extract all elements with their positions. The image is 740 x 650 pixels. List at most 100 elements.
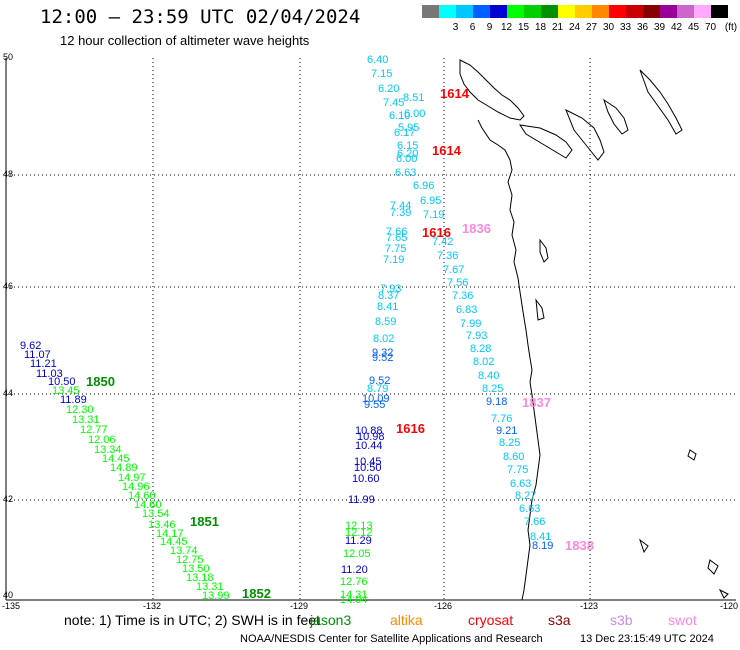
wave-height-value: 8.25 — [482, 383, 504, 395]
wave-height-value: 6.96 — [413, 180, 435, 192]
colorbar-label: 30 — [602, 22, 615, 33]
wave-height-value: 8.40 — [478, 370, 500, 382]
wave-height-value: 13.99 — [202, 590, 230, 602]
colorbar-label: 24 — [568, 22, 581, 33]
wave-height-value: 14.96 — [122, 481, 150, 493]
colorbar-swatch — [541, 5, 558, 18]
map-subtitle: 12 hour collection of altimeter wave hei… — [60, 33, 310, 48]
colorbar-swatch — [575, 5, 592, 18]
lat-tick-48: 48 — [3, 169, 14, 179]
wave-height-value: 13.46 — [148, 519, 176, 531]
wave-height-value: 13.50 — [182, 563, 210, 575]
colorbar-label: 33 — [619, 22, 632, 33]
wave-height-value: 6.00 — [404, 108, 426, 120]
colorbar-label: 45 — [687, 22, 700, 33]
wave-height-value: 11.20 — [341, 564, 368, 576]
wave-height-value: 8.79 — [367, 383, 389, 395]
pass-time-label: 1614 — [440, 86, 469, 101]
generated-timestamp: 13 Dec 23:15:49 UTC 2024 — [580, 633, 714, 645]
colorbar-swatch — [456, 5, 473, 18]
wave-height-value: 10.98 — [357, 431, 385, 443]
wave-height-value: 8.41 — [377, 301, 399, 313]
wave-height-value: 7.66 — [386, 226, 408, 238]
wave-height-value: 6.00 — [396, 153, 418, 165]
wave-height-value: 8.60 — [503, 451, 525, 463]
colorbar-swatch — [643, 5, 660, 18]
wave-height-value: 12.12 — [345, 527, 373, 539]
lon-tick-129: -129 — [290, 601, 309, 611]
wave-height-value: 14.31 — [340, 589, 368, 601]
wave-height-value: 7.67 — [443, 264, 465, 276]
wave-height-value: 7.75 — [385, 243, 407, 255]
colorbar-label: 21 — [551, 22, 564, 33]
colorbar-label: 42 — [670, 22, 683, 33]
wave-height-value: 14.04 — [340, 594, 368, 606]
wave-height-value: 11.29 — [345, 535, 372, 547]
wave-height-value: 11.03 — [36, 368, 63, 380]
wave-height-value: 5.95 — [398, 122, 420, 134]
colorbar-swatch — [422, 5, 439, 18]
wave-height-value: 9.18 — [486, 396, 508, 408]
wave-height-value: 9.52 — [372, 352, 394, 364]
wave-height-value: 9.62 — [20, 340, 42, 352]
wave-height-value: 13.31 — [72, 414, 100, 426]
wave-height-value: 7.42 — [432, 236, 454, 248]
wave-height-value: 7.15 — [371, 68, 393, 80]
pass-time-label: 1836 — [462, 221, 491, 236]
wave-height-value: 8.02 — [473, 356, 495, 368]
wave-height-value: 7.36 — [437, 250, 459, 262]
colorbar-label: 9 — [486, 22, 493, 33]
colorbar-label: 12 — [500, 22, 513, 33]
wave-height-value: 7.44 — [390, 200, 412, 212]
wave-height-value: 6.20 — [378, 83, 400, 95]
wave-height-value: 10.50 — [48, 376, 76, 388]
wave-height-value: 10.60 — [352, 473, 380, 485]
wave-height-value: 7.76 — [491, 413, 513, 425]
colorbar-label: 70 — [704, 22, 717, 33]
colorbar-label: 18 — [534, 22, 547, 33]
wave-height-value: 12.77 — [80, 424, 108, 436]
colorbar-swatch — [660, 5, 677, 18]
colorbar-label: 36 — [636, 22, 649, 33]
wave-height-value: 6.15 — [397, 140, 419, 152]
wave-height-value: 10.44 — [355, 440, 383, 452]
wave-height-value: 12.05 — [343, 548, 371, 560]
wave-height-value: 11.07 — [24, 349, 51, 361]
wave-height-value: 8.59 — [375, 316, 397, 328]
wave-height-value: 8.51 — [403, 92, 425, 104]
pass-time-label: 1614 — [432, 143, 461, 158]
colorbar-swatch — [490, 5, 507, 18]
colorbar-swatch — [609, 5, 626, 18]
wave-height-value: 12.76 — [340, 576, 368, 588]
wave-height-value: 13.54 — [142, 508, 170, 520]
colorbar-unit: (ft) — [724, 22, 738, 33]
satellite-legend-s3a: s3a — [548, 612, 571, 628]
colorbar-swatch — [592, 5, 609, 18]
colorbar-swatch — [677, 5, 694, 18]
lon-tick-135: -135 — [2, 601, 21, 611]
wave-height-value: 8.37 — [378, 290, 400, 302]
wave-height-value: 14.60 — [128, 490, 156, 502]
wave-height-value: 6.40 — [367, 54, 389, 66]
wave-height-value: 14.89 — [110, 462, 138, 474]
wave-height-value: 8.25 — [499, 437, 521, 449]
wave-height-value: 6.95 — [420, 195, 442, 207]
wave-height-value: 7.39 — [390, 207, 412, 219]
wave-height-value: 9.32 — [372, 347, 394, 359]
wave-height-value: 10.09 — [362, 393, 390, 405]
pass-time-label: 1850 — [86, 374, 115, 389]
lat-tick-44: 44 — [3, 388, 14, 398]
wave-height-value: 7.65 — [386, 232, 408, 244]
wave-height-value: 7.99 — [460, 318, 482, 330]
wave-height-value: 6.63 — [510, 478, 532, 490]
wave-height-value: 7.66 — [524, 516, 546, 528]
lat-tick-46: 46 — [3, 281, 14, 291]
wave-height-value: 6.63 — [395, 167, 417, 179]
wave-height-value: 6.10 — [389, 110, 411, 122]
satellite-legend-s3b: s3b — [610, 612, 633, 628]
colorbar-swatch — [524, 5, 541, 18]
wave-height-value: 7.19 — [423, 209, 445, 221]
colorbar-swatch — [439, 5, 456, 18]
wave-height-value: 6.20 — [397, 148, 419, 160]
wave-height-value: 7.93 — [380, 283, 402, 295]
